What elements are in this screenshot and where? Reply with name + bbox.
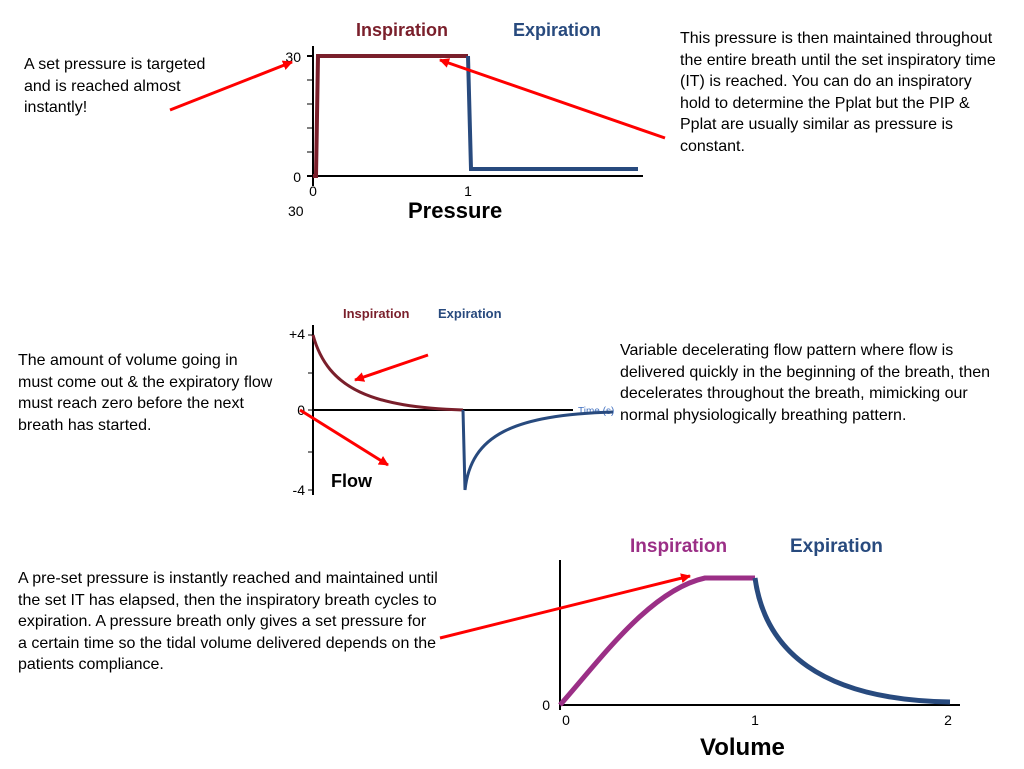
pressure-axis-title: Pressure bbox=[408, 198, 502, 223]
volume-chart: Inspiration Expiration 0 0 1 2 Volume bbox=[510, 530, 980, 760]
flow-exp-curve bbox=[463, 410, 613, 490]
svg-text:1: 1 bbox=[464, 183, 472, 199]
pressure-exp-curve bbox=[468, 56, 638, 169]
svg-text:1: 1 bbox=[751, 712, 759, 728]
volume-insp-curve bbox=[560, 578, 755, 705]
svg-text:0: 0 bbox=[542, 697, 550, 713]
pressure-chart: Inspiration Expiration 30 0 0 1 30 Press… bbox=[268, 16, 658, 226]
flow-axis-title: Flow bbox=[331, 471, 373, 491]
svg-text:0: 0 bbox=[293, 169, 301, 185]
svg-text:+4: +4 bbox=[289, 326, 305, 342]
svg-text:-4: -4 bbox=[293, 482, 306, 498]
svg-text:30: 30 bbox=[288, 203, 304, 219]
flow-chart: Inspiration Expiration +4 0 -4 Time (s) … bbox=[278, 300, 618, 515]
svg-text:2: 2 bbox=[944, 712, 952, 728]
pressure-exp-label: Expiration bbox=[513, 20, 601, 40]
svg-text:30: 30 bbox=[285, 49, 301, 65]
svg-text:0: 0 bbox=[309, 183, 317, 199]
pressure-insp-label: Inspiration bbox=[356, 20, 448, 40]
note-flow-right: Variable decelerating flow pattern where… bbox=[620, 340, 1005, 426]
volume-exp-label: Expiration bbox=[790, 536, 883, 557]
pressure-insp-curve bbox=[313, 56, 468, 176]
volume-exp-curve bbox=[755, 578, 950, 702]
note-flow-left: The amount of volume going in must come … bbox=[18, 350, 273, 436]
flow-insp-curve bbox=[313, 335, 463, 410]
svg-text:0: 0 bbox=[297, 402, 305, 418]
note-pressure-left: A set pressure is targeted and is reache… bbox=[24, 54, 214, 119]
flow-insp-label: Inspiration bbox=[343, 306, 410, 321]
svg-text:0: 0 bbox=[562, 712, 570, 728]
flow-exp-label: Expiration bbox=[438, 306, 502, 321]
volume-axis-title: Volume bbox=[700, 734, 785, 760]
note-pressure-right: This pressure is then maintained through… bbox=[680, 28, 1000, 158]
note-volume-left: A pre-set pressure is instantly reached … bbox=[18, 568, 438, 676]
volume-insp-label: Inspiration bbox=[630, 536, 727, 557]
